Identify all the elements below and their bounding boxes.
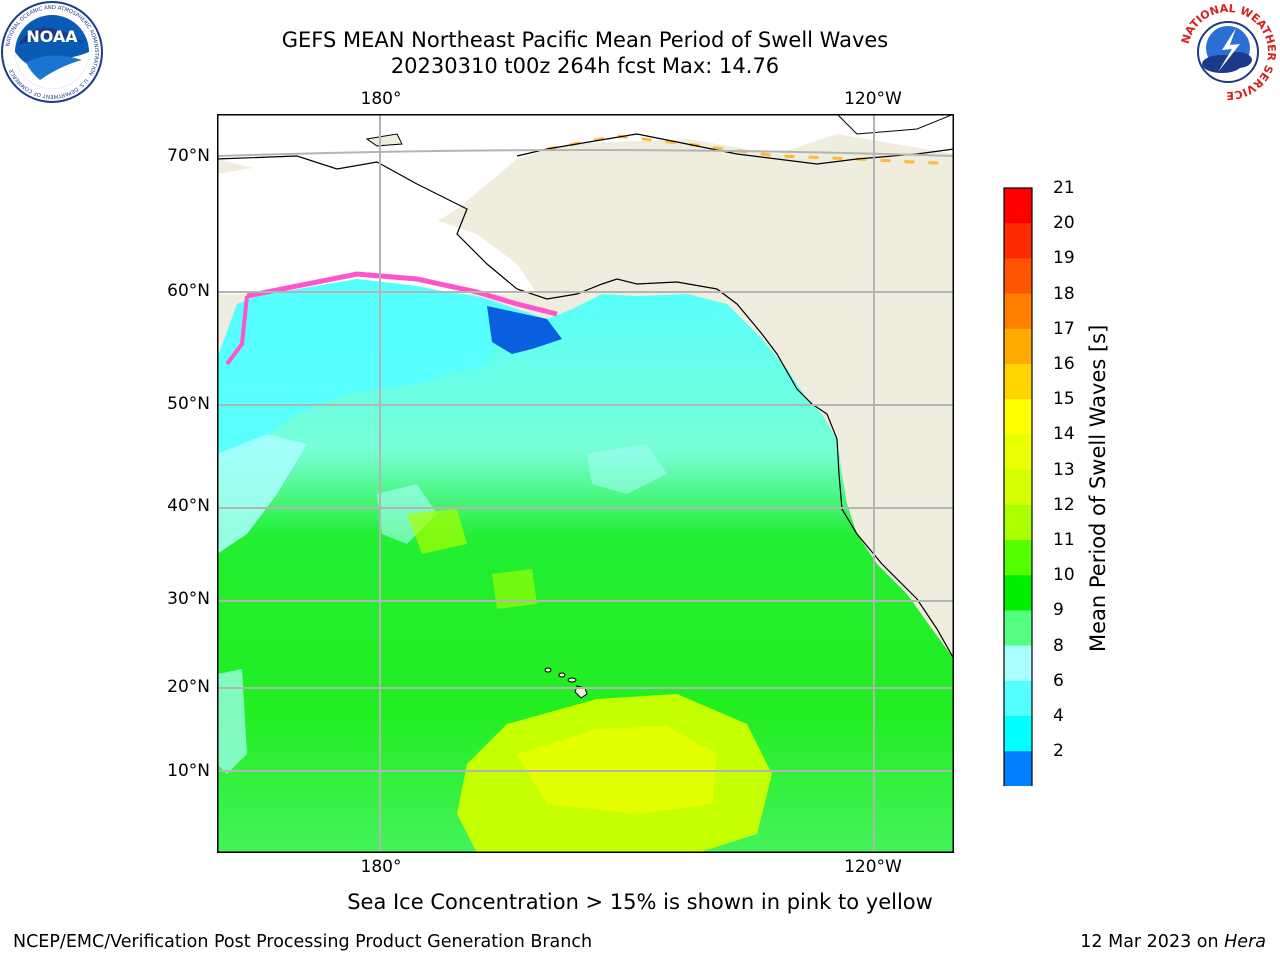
colorbar-segment	[1004, 188, 1032, 224]
colorbar-segment	[1004, 575, 1032, 611]
colorbar-tick-label: 17	[1053, 318, 1075, 339]
colorbar-segment	[1004, 610, 1032, 647]
colorbar-segment	[1004, 293, 1032, 330]
footer-date: 12 Mar 2023 on Hera	[1080, 932, 1266, 952]
colorbar-tick-label: 4	[1053, 706, 1064, 726]
colorbar-segment	[1004, 469, 1032, 506]
colorbar-segment	[1004, 645, 1032, 682]
colorbar-segment	[1004, 328, 1032, 365]
chart-subtitle: 20230310 t00z 264h fcst Max: 14.76	[390, 54, 780, 78]
colorbar-segment	[1004, 716, 1032, 752]
colorbar	[1003, 187, 1033, 786]
colorbar-tick-label: 8	[1053, 635, 1064, 656]
colorbar-segment	[1004, 540, 1032, 576]
lat-label-40n: 40°N	[167, 496, 210, 516]
footer-host: Hera	[1224, 932, 1266, 952]
footer-date-text: 12 Mar 2023 on	[1080, 932, 1225, 952]
sea-ice-note: Sea Ice Concentration > 15% is shown in …	[347, 890, 933, 914]
map-frame	[217, 114, 954, 853]
noaa-logo-text: NOAA	[26, 27, 78, 46]
lat-label-70n: 70°N	[167, 146, 210, 166]
colorbar-segment	[1004, 399, 1032, 435]
colorbar-tick-label: 14	[1053, 424, 1075, 445]
colorbar-segment	[1004, 364, 1032, 400]
lon-label-top-180: 180°	[360, 89, 402, 109]
colorbar-tick-label: 9	[1053, 600, 1064, 621]
lat-label-50n: 50°N	[167, 394, 210, 414]
ocean-area	[217, 279, 954, 853]
nws-logo-icon: NATIONAL WEATHER SERVICE	[1179, 2, 1278, 102]
colorbar-segment	[1004, 751, 1032, 786]
lon-label-bottom-120w: 120°W	[844, 857, 902, 877]
colorbar-tick-label: 21	[1053, 178, 1075, 198]
low-period-patch	[487, 306, 562, 354]
colorbar-tick-label: 19	[1053, 248, 1075, 269]
colorbar-segment	[1004, 258, 1032, 295]
lat-label-60n: 60°N	[167, 281, 210, 301]
lat-label-10n: 10°N	[167, 761, 210, 781]
lon-label-bottom-180: 180°	[360, 857, 402, 877]
colorbar-tick-label: 13	[1053, 459, 1075, 480]
colorbar-tick-label: 15	[1053, 389, 1075, 410]
colorbar-tick-label: 12	[1053, 494, 1075, 515]
colorbar-title: Mean Period of Swell Waves [s]	[1086, 324, 1110, 652]
colorbar-tick-label: 18	[1053, 283, 1075, 304]
map-grid	[217, 114, 954, 853]
colorbar-segment	[1004, 434, 1032, 471]
coastline	[217, 155, 954, 660]
colorbar-tick-label: 16	[1053, 354, 1075, 374]
lon-label-top-120w: 120°W	[844, 89, 902, 109]
colorbar-segment	[1004, 223, 1032, 259]
map-plot	[217, 114, 954, 853]
lat-label-20n: 20°N	[167, 677, 210, 697]
colorbar-tick-label: 2	[1053, 741, 1064, 762]
colorbar-segment	[1004, 680, 1032, 717]
colorbar-tick-label: 11	[1053, 530, 1075, 550]
chart-title: GEFS MEAN Northeast Pacific Mean Period …	[281, 28, 889, 52]
colorbar-tick-label: 20	[1053, 213, 1075, 234]
lat-label-30n: 30°N	[167, 589, 210, 609]
colorbar-tick-label: 6	[1053, 670, 1064, 691]
noaa-logo-icon: NATIONAL OCEANIC AND ATMOSPHERIC ADMINIS…	[1, 1, 103, 103]
colorbar-tick-label: 10	[1053, 565, 1075, 586]
footer-credit: NCEP/EMC/Verification Post Processing Pr…	[13, 932, 593, 952]
colorbar-segment	[1004, 504, 1032, 541]
